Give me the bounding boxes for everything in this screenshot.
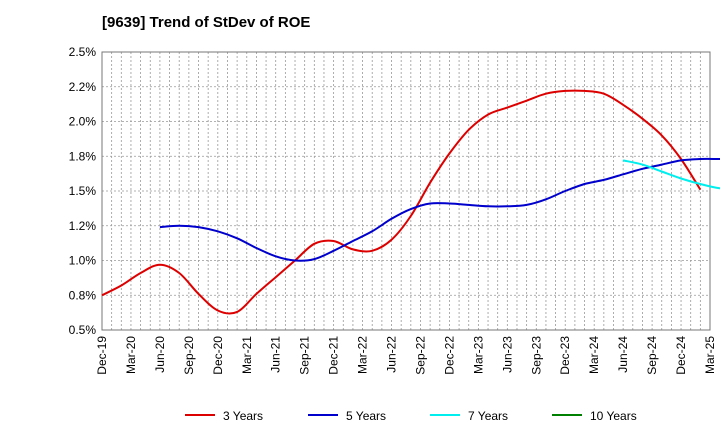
y-tick-label: 1.5% bbox=[69, 184, 97, 198]
x-tick-label: Mar-23 bbox=[471, 336, 485, 374]
legend-label: 7 Years bbox=[468, 409, 508, 423]
x-axis-ticks: Dec-19 Mar-20 Jun-20 Sep-20 Dec-20 Mar-21 Jun-… bbox=[95, 336, 717, 375]
y-tick-label: 0.5% bbox=[69, 323, 97, 337]
x-tick-label: Jun-23 bbox=[500, 336, 514, 373]
chart-title: [9639] Trend of StDev of ROE bbox=[102, 14, 311, 31]
series-lines bbox=[101, 89, 720, 315]
legend-label: 3 Years bbox=[223, 409, 263, 423]
y-tick-label: 0.8% bbox=[69, 288, 97, 302]
grid bbox=[102, 52, 710, 330]
y-tick-label: 1.0% bbox=[69, 254, 97, 268]
x-tick-label: Jun-21 bbox=[269, 336, 283, 373]
x-tick-label: Mar-22 bbox=[356, 336, 370, 374]
plot-area-frame bbox=[101, 51, 711, 331]
x-tick-label: Mar-21 bbox=[240, 336, 254, 374]
x-tick-label: Sep-24 bbox=[645, 336, 659, 375]
series-line-3-years bbox=[101, 89, 702, 315]
series-line-5-years bbox=[159, 157, 720, 262]
series-line-7-years bbox=[622, 159, 720, 190]
y-tick-label: 1.2% bbox=[69, 219, 97, 233]
x-tick-label: Dec-24 bbox=[674, 336, 688, 375]
y-axis-ticks: 0.5% 0.8% 1.0% 1.2% 1.5% 1.8% 2.0% 2.2% 2.5% bbox=[69, 45, 97, 337]
x-tick-label: Jun-22 bbox=[385, 336, 399, 373]
x-tick-label: Sep-22 bbox=[413, 336, 427, 375]
x-tick-label: Jun-20 bbox=[153, 336, 167, 373]
x-tick-label: Sep-21 bbox=[298, 336, 312, 375]
x-tick-label: Sep-23 bbox=[529, 336, 543, 375]
legend: 3 Years 5 Years 7 Years 10 Years bbox=[185, 409, 637, 423]
y-tick-label: 2.2% bbox=[69, 80, 97, 94]
x-tick-label: Dec-19 bbox=[95, 336, 109, 375]
x-tick-label: Dec-23 bbox=[558, 336, 572, 375]
y-tick-label: 2.0% bbox=[69, 115, 97, 129]
x-tick-label: Mar-25 bbox=[703, 336, 717, 374]
y-tick-label: 1.8% bbox=[69, 149, 97, 163]
x-tick-label: Sep-20 bbox=[182, 336, 196, 375]
x-tick-label: Jun-24 bbox=[616, 336, 630, 373]
x-tick-label: Dec-20 bbox=[211, 336, 225, 375]
x-tick-label: Dec-22 bbox=[442, 336, 456, 375]
legend-label: 10 Years bbox=[590, 409, 637, 423]
legend-label: 5 Years bbox=[346, 409, 386, 423]
x-tick-label: Mar-20 bbox=[124, 336, 138, 374]
x-tick-label: Mar-24 bbox=[587, 336, 601, 374]
x-tick-label: Dec-21 bbox=[327, 336, 341, 375]
y-tick-label: 2.5% bbox=[69, 45, 97, 59]
